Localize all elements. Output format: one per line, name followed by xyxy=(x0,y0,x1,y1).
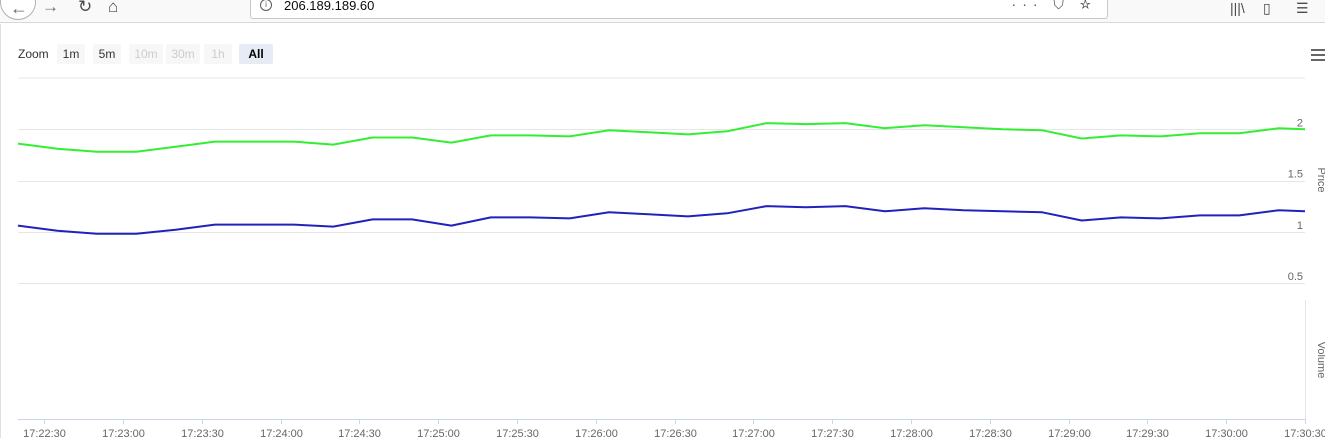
price-tick-label: 1 xyxy=(1297,220,1303,232)
time-tick-label: 17:23:00 xyxy=(102,428,145,438)
home-icon: ⌂ xyxy=(108,0,119,16)
time-tick-label: 17:30:00 xyxy=(1205,428,1248,438)
price-tick-label: 0.5 xyxy=(1288,271,1303,283)
chart-menu-icon[interactable] xyxy=(1311,49,1325,64)
time-tick-label: 17:27:00 xyxy=(732,428,775,438)
zoom-5m-button[interactable]: 5m xyxy=(93,44,121,64)
reload-button[interactable]: ↻ xyxy=(78,0,92,16)
time-tick-label: 17:29:30 xyxy=(1126,428,1169,438)
forward-button[interactable]: → xyxy=(42,0,59,16)
price-tick-label: 2 xyxy=(1297,117,1303,129)
time-tick-label: 17:24:30 xyxy=(338,428,381,438)
series-lines xyxy=(17,122,1306,235)
home-button[interactable]: ⌂ xyxy=(108,0,118,16)
zoom-1m-button[interactable]: 1m xyxy=(57,44,85,64)
reload-icon: ↻ xyxy=(78,0,93,16)
time-tick-label: 17:23:30 xyxy=(181,428,224,438)
back-arrow-icon: ← xyxy=(10,0,28,18)
price-tick-label: 1.5 xyxy=(1288,169,1303,181)
zoom-10m-button[interactable]: 10m xyxy=(129,44,163,64)
time-tick-label: 17:26:30 xyxy=(654,428,697,438)
time-tick-label: 17:25:00 xyxy=(417,428,460,438)
time-tick-label: 17:24:00 xyxy=(260,428,303,438)
series-line-2 xyxy=(17,205,1306,235)
price-tick-labels: 0.5 1 1.5 2 xyxy=(1288,117,1303,283)
volume-axis-title: Volume xyxy=(1315,342,1325,379)
zoom-label: Zoom xyxy=(18,47,49,61)
time-tick-label: 17:25:30 xyxy=(496,428,539,438)
url-text[interactable]: 206.189.189.60 xyxy=(284,0,375,13)
time-tick-label: 17:28:30 xyxy=(969,428,1012,438)
grid-lines xyxy=(18,77,1306,420)
zoom-1h-button[interactable]: 1h xyxy=(204,44,232,64)
page-left-edge xyxy=(0,24,1,438)
address-bar[interactable]: i 206.189.189.60 ··· ⛉ ☆ xyxy=(250,0,1108,19)
sidebar-icon[interactable]: ☰ xyxy=(1296,0,1309,16)
time-tick-labels: 17:22:30 17:23:00 17:23:30 17:24:00 17:24:30… xyxy=(23,419,1325,438)
library-icon[interactable]: |||\ xyxy=(1230,0,1245,16)
time-tick-label: 17:29:00 xyxy=(1048,428,1091,438)
reader-view-icon[interactable]: ▯ xyxy=(1263,0,1271,16)
page-actions-icons[interactable]: ··· ⛉ ☆ xyxy=(1011,0,1097,12)
price-axis-title: Price xyxy=(1315,167,1325,192)
time-tick-label: 17:30:30 xyxy=(1284,428,1325,438)
time-tick-label: 17:22:30 xyxy=(23,428,66,438)
time-tick-label: 17:27:30 xyxy=(811,428,854,438)
browser-toolbar: ← → ↻ ⌂ i 206.189.189.60 ··· ⛉ ☆ |||\ ▯ … xyxy=(0,0,1325,23)
time-tick-label: 17:26:00 xyxy=(575,428,618,438)
zoom-all-button[interactable]: All xyxy=(239,44,273,64)
info-icon[interactable]: i xyxy=(260,0,272,11)
forward-arrow-icon: → xyxy=(42,0,59,16)
series-line-1 xyxy=(17,122,1306,153)
zoom-30m-button[interactable]: 30m xyxy=(166,44,200,64)
time-tick-label: 17:28:00 xyxy=(890,428,933,438)
